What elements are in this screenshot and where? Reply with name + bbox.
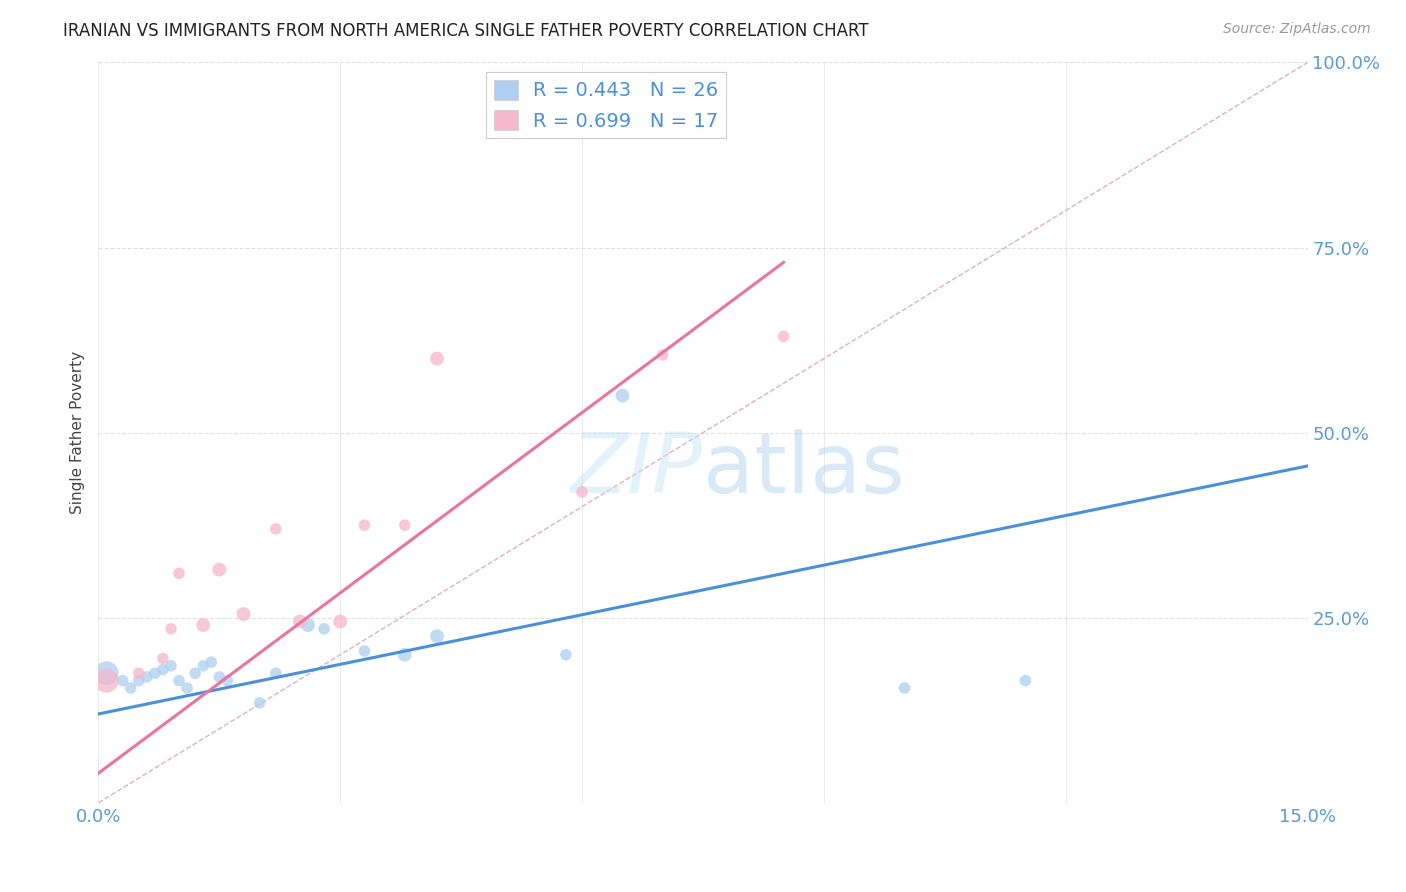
Point <box>120 681 142 695</box>
Point <box>193 618 215 632</box>
Point <box>571 484 593 499</box>
Point <box>167 566 190 581</box>
Point <box>208 670 231 684</box>
Point <box>314 622 336 636</box>
Point <box>128 673 150 688</box>
Point <box>176 681 198 695</box>
Text: atlas: atlas <box>703 429 904 510</box>
Point <box>135 670 157 684</box>
Point <box>217 673 239 688</box>
Point <box>152 651 174 665</box>
Point <box>353 644 375 658</box>
Point <box>394 518 416 533</box>
Point <box>394 648 416 662</box>
Point <box>111 673 134 688</box>
Text: ZIP: ZIP <box>571 429 703 510</box>
Point <box>143 666 166 681</box>
Point <box>208 563 231 577</box>
Point <box>232 607 254 621</box>
Point <box>329 615 352 629</box>
Point <box>96 673 118 688</box>
Text: Source: ZipAtlas.com: Source: ZipAtlas.com <box>1223 22 1371 37</box>
Point <box>160 622 183 636</box>
Point <box>264 522 287 536</box>
Text: IRANIAN VS IMMIGRANTS FROM NORTH AMERICA SINGLE FATHER POVERTY CORRELATION CHART: IRANIAN VS IMMIGRANTS FROM NORTH AMERICA… <box>63 22 869 40</box>
Point <box>288 615 311 629</box>
Point <box>200 655 222 669</box>
Point <box>1014 673 1036 688</box>
Point <box>184 666 207 681</box>
Point <box>193 658 215 673</box>
Point <box>249 696 271 710</box>
Point <box>160 658 183 673</box>
Point <box>152 663 174 677</box>
Point <box>612 388 634 402</box>
Point <box>264 666 287 681</box>
Point <box>426 351 449 366</box>
Point <box>772 329 794 343</box>
Point <box>96 666 118 681</box>
Point <box>651 348 673 362</box>
Point <box>426 629 449 643</box>
Point <box>353 518 375 533</box>
Point <box>297 618 319 632</box>
Point <box>167 673 190 688</box>
Point <box>893 681 915 695</box>
Point <box>555 648 578 662</box>
Y-axis label: Single Father Poverty: Single Father Poverty <box>70 351 86 514</box>
Legend: R = 0.443   N = 26, R = 0.699   N = 17: R = 0.443 N = 26, R = 0.699 N = 17 <box>486 72 725 138</box>
Point <box>128 666 150 681</box>
